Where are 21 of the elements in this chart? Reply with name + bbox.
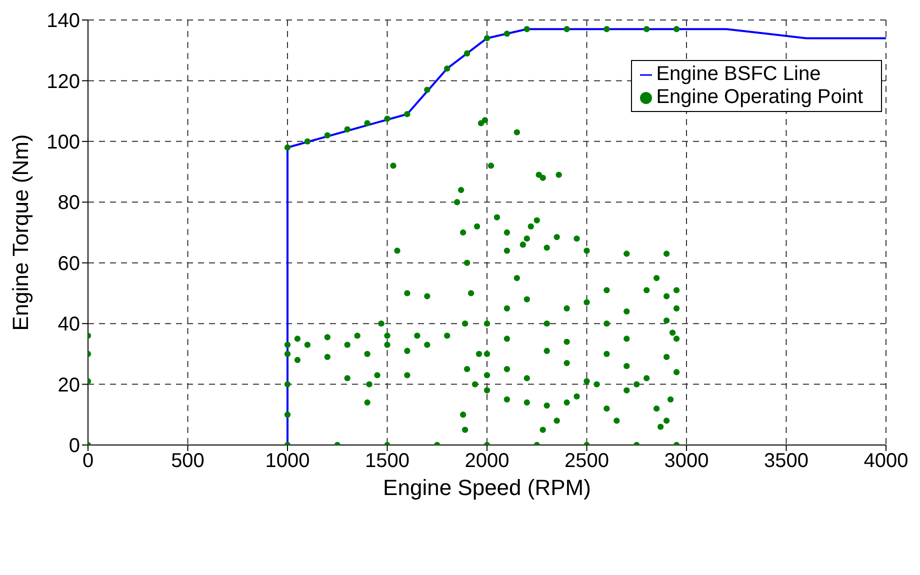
- x-tick-label: 4000: [864, 450, 908, 472]
- y-tick-label: 40: [58, 314, 80, 336]
- x-tick-label: 2500: [564, 450, 609, 472]
- y-tick-label: 60: [58, 252, 80, 275]
- y-tick-label: 140: [46, 10, 80, 32]
- x-tick-label: 3500: [764, 450, 808, 472]
- y-tick-label: 100: [46, 132, 80, 154]
- legend-label: Engine BSFC Line: [656, 63, 821, 85]
- y-tick-label: 20: [58, 374, 80, 396]
- legend-label: Engine Operating Point: [656, 86, 863, 108]
- x-tick-label: 0: [82, 450, 94, 472]
- y-tick-label: 120: [46, 70, 80, 93]
- x-tick-label: 1000: [265, 450, 310, 472]
- x-tick-label: 3000: [664, 450, 709, 472]
- x-tick-label: 2000: [464, 450, 510, 472]
- x-tick-label: 1500: [365, 450, 410, 472]
- x-axis-title: Engine Speed (RPM): [383, 475, 591, 500]
- y-tick-label: 0: [68, 435, 80, 458]
- x-tick-label: 500: [171, 450, 204, 472]
- y-axis-title: Engine Torque (Nm): [8, 134, 33, 331]
- y-tick-label: 80: [58, 192, 80, 214]
